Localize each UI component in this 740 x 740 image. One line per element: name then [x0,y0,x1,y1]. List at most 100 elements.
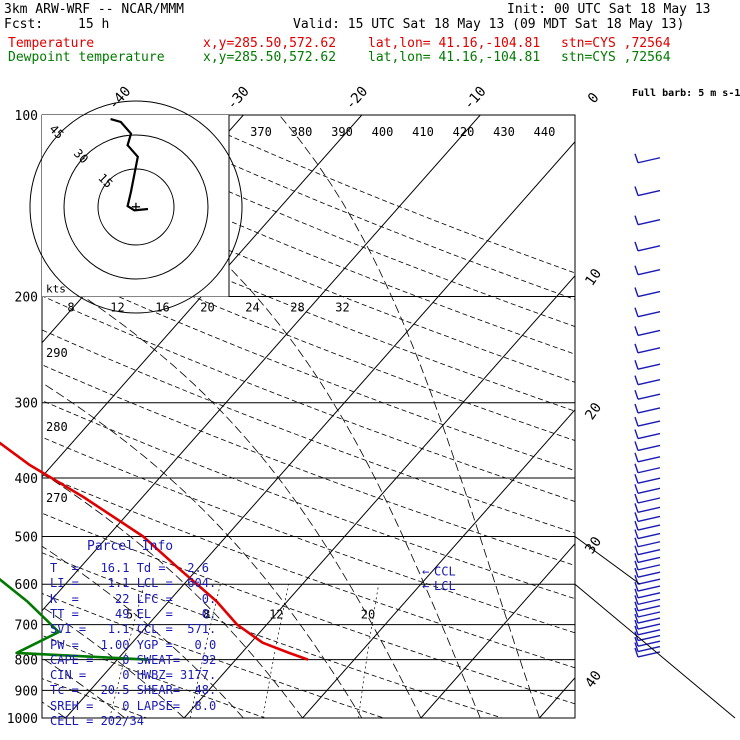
wind-barb-flag [634,619,639,630]
parcel-info-row: K = 22 LFC = 0. [50,591,217,606]
wind-barb-shaft [637,541,661,548]
isotherm-line [0,115,6,718]
wind-barb-flag [634,636,639,647]
wind-barb-shaft [637,524,661,531]
wind-barb-flag [634,529,639,539]
wind-barb-flag [634,441,639,451]
wind-barb-shaft [637,420,661,427]
theta-e-label: 370 [250,125,272,139]
wind-barb-shaft [637,623,661,630]
dry-adiabat-line [42,400,575,600]
isotherm-label: 0 [585,90,603,107]
legend-dewpoint: Dewpoint temperature [8,50,165,65]
pressure-tick-label: 1000 [7,712,38,727]
wind-barb-flag [634,647,639,658]
dry-adiabat-line [42,512,575,705]
wind-speed-scale-label: 32 [335,301,349,315]
wind-speed-scale-label: 12 [110,301,124,315]
wind-barb-flag [634,625,639,636]
wind-barb-shaft [637,378,661,386]
theta-e-label: 440 [534,125,556,139]
wind-barb-shaft [637,497,661,504]
parcel-info-row: LI = 1.1 LCL = 604. [50,576,217,591]
forecast-label: Fcst: [4,17,44,32]
wind-barb-shaft [637,549,661,556]
hodograph-ring [29,100,243,314]
wind-barb-shaft [637,598,661,606]
wind-barb-shaft [637,245,661,252]
hodograph-unit: kts [46,283,66,296]
wind-barb-shaft [637,477,661,484]
temperature-latlon: lat,lon= 41.16,-104.81 [368,36,541,51]
pressure-tick-label: 400 [15,472,38,487]
pressure-tick-label: 300 [15,397,38,412]
wind-speed-scale-label: 20 [200,301,214,315]
dewpoint-profile-line [0,577,149,661]
isotherm-line [65,141,575,718]
parcel-info-row: SREH = 0 LAPSE= 8.0 [50,698,217,713]
wind-barb-flag [634,452,639,463]
isotherm-label: 40 [582,668,605,691]
wind-barb-shaft [637,407,661,414]
valid-time: Valid: 15 UTC Sat 18 May 13 (09 MDT Sat … [293,17,685,32]
wind-barb-flag [634,463,639,473]
moist-adiabat-line [42,472,303,718]
wind-barb-flag [634,567,639,578]
pressure-tick-label: 600 [15,578,38,593]
moist-adiabat-line [42,121,481,718]
wind-barb-shaft [637,189,661,197]
wind-barb-flag [634,560,639,571]
model-title: 3km ARW-WRF -- NCAR/MMM [4,2,185,17]
temperature-profile-line [0,441,309,661]
theta-e-label: 400 [372,125,394,139]
hodograph-ring [63,134,209,280]
moist-adiabat-line [42,657,126,718]
parcel-info-row: Tc = 20.5 SHEAR= 48. [50,683,217,698]
parcel-info-row: T = 16.1 Td = 2.6 [50,561,209,575]
wind-unit-label: Full barb: 5 m s-1 [632,88,740,99]
wind-barb-flag [634,186,639,196]
hodograph-side-label: 290 [46,346,68,360]
wind-barb-flag [634,512,639,522]
wind-barb-shaft [637,611,661,618]
wind-barb-flag [634,215,639,225]
pressure-tick-label: 100 [15,109,38,124]
level-marker-label: LCL [434,579,456,593]
wind-barb-flag [634,343,639,354]
wind-barb-shaft [637,310,661,318]
wind-barb-flag [634,153,639,163]
wind-barb-flag [634,389,639,400]
level-marker-label: CCL [434,564,456,578]
isotherm-line [658,115,740,718]
wind-barb-shaft [637,347,661,354]
wind-barb-flag [634,474,639,484]
wind-barb-flag [634,241,639,252]
moist-adiabat-line [42,268,422,718]
isotherm-label: 10 [582,266,605,289]
hodograph-trace [110,118,149,212]
wind-barb-flag [634,265,639,275]
hodograph-side-label: 270 [46,491,68,505]
wind-barb-shaft [637,564,661,571]
isotherm-label: 30 [582,534,605,557]
wind-barb-flag [634,520,639,531]
isotherm-label: -40 [106,84,135,114]
legend-temperature: Temperature [8,36,95,51]
theta-e-label: 410 [412,125,434,139]
wind-barb-shaft [637,571,661,578]
moist-adiabat-extension [574,583,736,719]
plot-frame [41,114,576,719]
wind-barb-shaft [637,269,661,276]
isotherm-label: -30 [224,84,253,114]
mixing-ratio-label: 12 [269,608,283,622]
wind-barb-shaft [637,629,661,636]
wind-barb-flag [634,484,639,494]
pressure-tick-label: 700 [15,619,38,634]
wind-barb-shaft [637,605,661,612]
isotherm-label: 20 [582,400,605,423]
dewpoint-latlon: lat,lon= 41.16,-104.81 [368,50,541,65]
dewpoint-xy: x,y=285.50,572.62 [203,50,337,65]
moist-adiabat-extension [574,536,641,585]
